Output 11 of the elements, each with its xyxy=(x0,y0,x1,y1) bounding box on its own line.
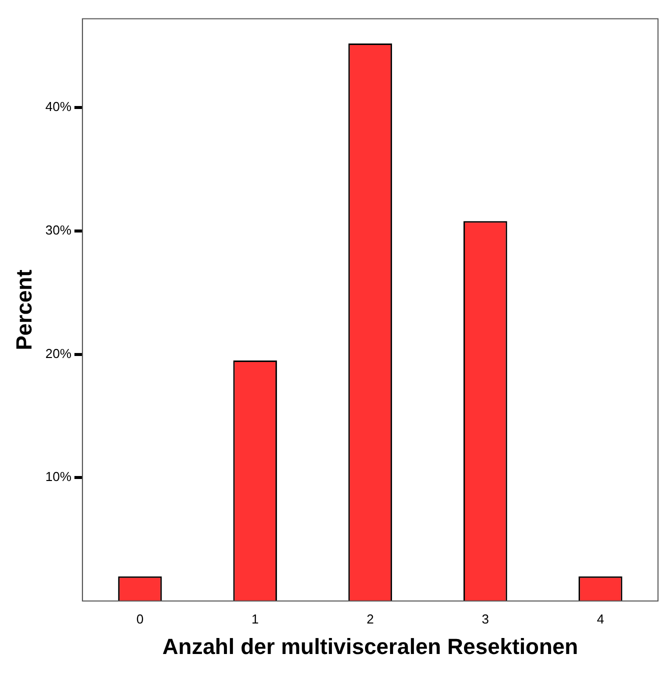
y-tick-label: 20% xyxy=(45,346,72,361)
x-tick-label: 0 xyxy=(136,611,144,626)
x-tick-label: 2 xyxy=(366,611,374,626)
y-tick-label: 30% xyxy=(45,222,72,238)
x-tick-label: 4 xyxy=(596,611,604,626)
y-tick-label: 40% xyxy=(45,99,72,114)
x-axis-title: Anzahl der multivisceralen Resektionen xyxy=(162,634,578,659)
y-axis-title: Percent xyxy=(11,268,36,350)
x-tick-label: 3 xyxy=(482,611,489,626)
x-tick-label: 1 xyxy=(251,611,259,626)
y-tick-label: 10% xyxy=(45,469,72,484)
